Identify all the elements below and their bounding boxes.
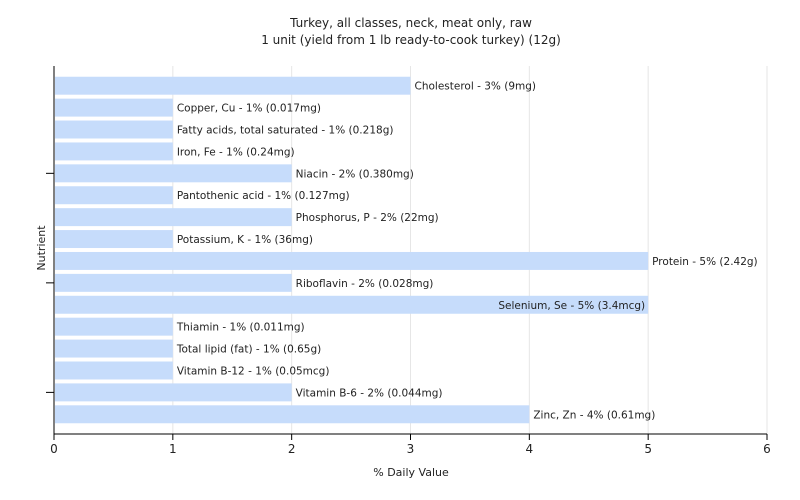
bar-2 [55,120,173,139]
bar-5 [55,186,173,205]
bar-label-15: Zinc, Zn - 4% (0.61mg) [533,409,655,421]
bar-label-12: Total lipid (fat) - 1% (0.65g) [176,344,321,356]
x-tick-label-6: 6 [763,442,771,456]
bar-14 [55,383,292,402]
bar-4 [55,164,292,183]
bar-label-7: Potassium, K - 1% (36mg) [177,234,313,246]
bars: Cholesterol - 3% (9mg) Copper, Cu - 1% (0… [55,76,758,424]
y-axis-title: Nutrient [35,225,48,271]
bar-3 [55,142,173,161]
bar-label-1: Copper, Cu - 1% (0.017mg) [177,103,321,115]
x-tick-label-3: 3 [407,442,415,456]
chart-subtitle: 1 unit (yield from 1 lb ready-to-cook tu… [261,33,561,47]
bar-label-8: Protein - 5% (2.42g) [652,256,758,268]
bar-label-6: Phosphorus, P - 2% (22mg) [296,212,439,224]
bar-10 [55,295,649,314]
bar-label-14: Vitamin B-6 - 2% (0.044mg) [296,387,443,399]
bar-9 [55,273,292,292]
bar-label-9: Riboflavin - 2% (0.028mg) [296,278,434,290]
bar-label-10: Selenium, Se - 5% (3.4mcg) [498,300,645,312]
bar-7 [55,230,173,249]
bar-12 [55,339,173,358]
x-tick-label-1: 1 [169,442,177,456]
bar-0 [55,76,411,95]
bar-15 [55,405,530,424]
bar-label-2: Fatty acids, total saturated - 1% (0.218… [177,125,394,137]
bar-6 [55,208,292,227]
axes: 0 1 2 3 4 5 6 [46,66,771,456]
x-tick-label-4: 4 [526,442,534,456]
chart-title: Turkey, all classes, neck, meat only, ra… [289,16,532,30]
bar-label-4: Niacin - 2% (0.380mg) [296,168,414,180]
bar-label-5: Pantothenic acid - 1% (0.127mg) [177,190,350,202]
bar-label-13: Vitamin B-12 - 1% (0.05mcg) [177,365,330,377]
x-tick-label-5: 5 [644,442,652,456]
grid-lines [172,66,768,434]
bar-13 [55,361,173,380]
bar-label-11: Thiamin - 1% (0.011mg) [176,322,305,334]
bar-1 [55,98,173,117]
x-tick-label-2: 2 [288,442,296,456]
bar-11 [55,317,173,336]
x-axis-title: % Daily Value [373,466,449,479]
bar-label-3: Iron, Fe - 1% (0.24mg) [177,146,295,158]
bar-8 [55,251,649,270]
bar-label-0: Cholesterol - 3% (9mg) [415,81,537,93]
x-tick-label-0: 0 [50,442,58,456]
